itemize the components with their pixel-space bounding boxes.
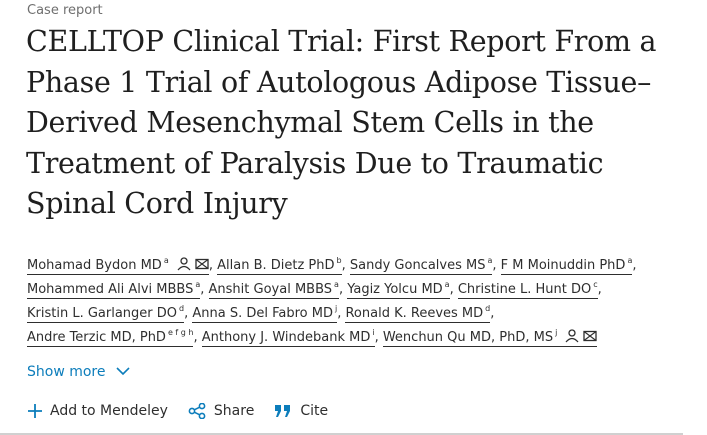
- plus-icon: [28, 404, 42, 418]
- author-link[interactable]: Yagiz Yolcu MD a: [347, 280, 450, 299]
- author-link[interactable]: Andre Terzic MD, PhD e f g h: [27, 328, 194, 347]
- affiliation-sup: a: [195, 280, 201, 289]
- author-link[interactable]: Mohamad Bydon MD a: [27, 256, 209, 275]
- author-name: Mohammed Ali Alvi MBBS: [27, 282, 194, 297]
- share-button[interactable]: Share: [188, 403, 254, 419]
- author-name: Wenchun Qu MD, PhD, MS: [382, 330, 554, 345]
- author-name: Kristin L. Garlanger DO: [27, 306, 178, 321]
- chevron-down-icon: [116, 367, 130, 376]
- author-line: Mohammed Ali Alvi MBBS a, Anshit Goyal MB…: [27, 280, 602, 299]
- author-line: Mohamad Bydon MD a , Allan B. Dietz PhD b,…: [27, 256, 637, 275]
- author-name: Anna S. Del Fabro MD: [192, 306, 333, 321]
- person-icon[interactable]: [565, 329, 579, 343]
- affiliation-sup: j: [555, 328, 558, 337]
- author-name: Yagiz Yolcu MD: [347, 282, 443, 297]
- quote-icon: [275, 405, 291, 417]
- add-to-mendeley-button[interactable]: Add to Mendeley: [28, 403, 168, 419]
- article-title: CELLTOP Clinical Trial: First Report Fro…: [26, 25, 657, 220]
- author-name: Mohamad Bydon MD: [27, 258, 162, 273]
- author-link[interactable]: Kristin L. Garlanger DO d: [27, 304, 185, 323]
- author-link[interactable]: Sandy Goncalves MS a: [349, 256, 493, 275]
- cite-button[interactable]: Cite: [274, 403, 328, 419]
- author-link[interactable]: Wenchun Qu MD, PhD, MS j: [382, 328, 598, 347]
- affiliation-sup: a: [444, 280, 450, 289]
- author-link[interactable]: Christine L. Hunt DO c: [457, 280, 598, 299]
- affiliation-sup: d: [485, 304, 491, 313]
- affiliation-sup: a: [487, 256, 493, 265]
- author-name: Sandy Goncalves MS: [349, 258, 486, 273]
- author-name: Allan B. Dietz PhD: [217, 258, 335, 273]
- show-more-label: Show more: [27, 364, 106, 380]
- cite-label: Cite: [300, 403, 329, 419]
- author-link[interactable]: Anthony J. Windebank MD i: [201, 328, 375, 347]
- affiliation-sup: a: [627, 256, 633, 265]
- add-to-mendeley-label: Add to Mendeley: [50, 403, 168, 419]
- author-line: Andre Terzic MD, PhD e f g h, Anthony J. …: [27, 322, 636, 347]
- affiliation-sup: c: [593, 280, 598, 289]
- affiliation-sup: j: [334, 304, 338, 313]
- divider: [0, 433, 683, 435]
- envelope-icon[interactable]: [583, 329, 598, 343]
- author-name: Anshit Goyal MBBS: [208, 282, 333, 297]
- author-name: Ronald K. Reeves MD: [345, 306, 484, 321]
- share-label: Share: [213, 403, 255, 419]
- author-name: F M Moinuddin PhD: [500, 258, 626, 273]
- share-icon: [188, 403, 206, 419]
- author-link[interactable]: F M Moinuddin PhD a: [500, 256, 633, 275]
- author-link[interactable]: Allan B. Dietz PhD b: [217, 256, 342, 275]
- person-icon[interactable]: [177, 257, 191, 271]
- author-link[interactable]: Anshit Goyal MBBS a: [208, 280, 339, 299]
- author-name: Andre Terzic MD, PhD: [27, 330, 166, 345]
- envelope-icon[interactable]: [195, 257, 209, 271]
- affiliation-sup: a: [334, 280, 339, 289]
- author-name: Christine L. Hunt DO: [457, 282, 592, 297]
- author-link[interactable]: Ronald K. Reeves MD d: [345, 304, 491, 323]
- affiliation-sup: a: [163, 256, 169, 265]
- article-type: Case report: [27, 3, 103, 18]
- author-name: Anthony J. Windebank MD: [201, 330, 371, 345]
- author-list: Mohamad Bydon MD a , Allan B. Dietz PhD b,…: [27, 250, 637, 347]
- author-link[interactable]: Anna S. Del Fabro MD j: [192, 304, 338, 323]
- affiliation-sup: i: [372, 328, 375, 337]
- author-line: Kristin L. Garlanger DO d, Anna S. Del Fa…: [27, 304, 495, 323]
- show-more-button[interactable]: Show more: [27, 364, 130, 380]
- author-link[interactable]: Mohammed Ali Alvi MBBS a: [27, 280, 201, 299]
- affiliation-sup: b: [336, 256, 342, 265]
- affiliation-sup: d: [179, 304, 185, 313]
- affiliation-sup: e f g h: [167, 328, 194, 337]
